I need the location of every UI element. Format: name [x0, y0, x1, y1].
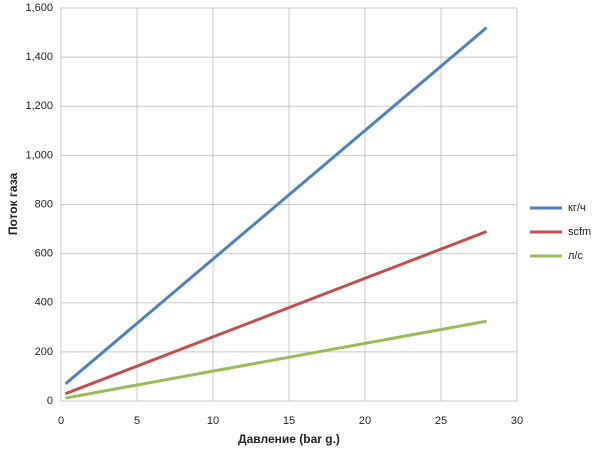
legend-label: scfm — [568, 226, 591, 238]
y-tick-label: 1,600 — [25, 2, 53, 14]
y-tick-label: 400 — [35, 297, 53, 309]
x-tick-label: 30 — [511, 415, 523, 427]
y-tick-label: 800 — [35, 198, 53, 210]
x-axis-title: Давление (bar g.) — [238, 432, 340, 446]
y-tick-label: 1,000 — [25, 149, 53, 161]
series-line — [65, 319, 487, 400]
legend-label: кг/ч — [568, 202, 586, 214]
x-tick-label: 5 — [134, 415, 140, 427]
y-axis-title: Поток газа — [6, 173, 20, 236]
x-tick-label: 25 — [435, 415, 447, 427]
y-tick-label: 1,400 — [25, 51, 53, 63]
series-line — [65, 230, 488, 396]
y-tick-label: 0 — [47, 395, 53, 407]
x-tick-label: 20 — [359, 415, 371, 427]
x-tick-label: 0 — [58, 415, 64, 427]
x-tick-label: 10 — [207, 415, 219, 427]
y-tick-label: 1,200 — [25, 100, 53, 112]
y-tick-label: 600 — [35, 248, 53, 260]
legend-label: л/с — [568, 250, 583, 262]
y-tick-label: 200 — [35, 346, 53, 358]
series-line — [64, 26, 488, 385]
x-tick-label: 15 — [283, 415, 295, 427]
